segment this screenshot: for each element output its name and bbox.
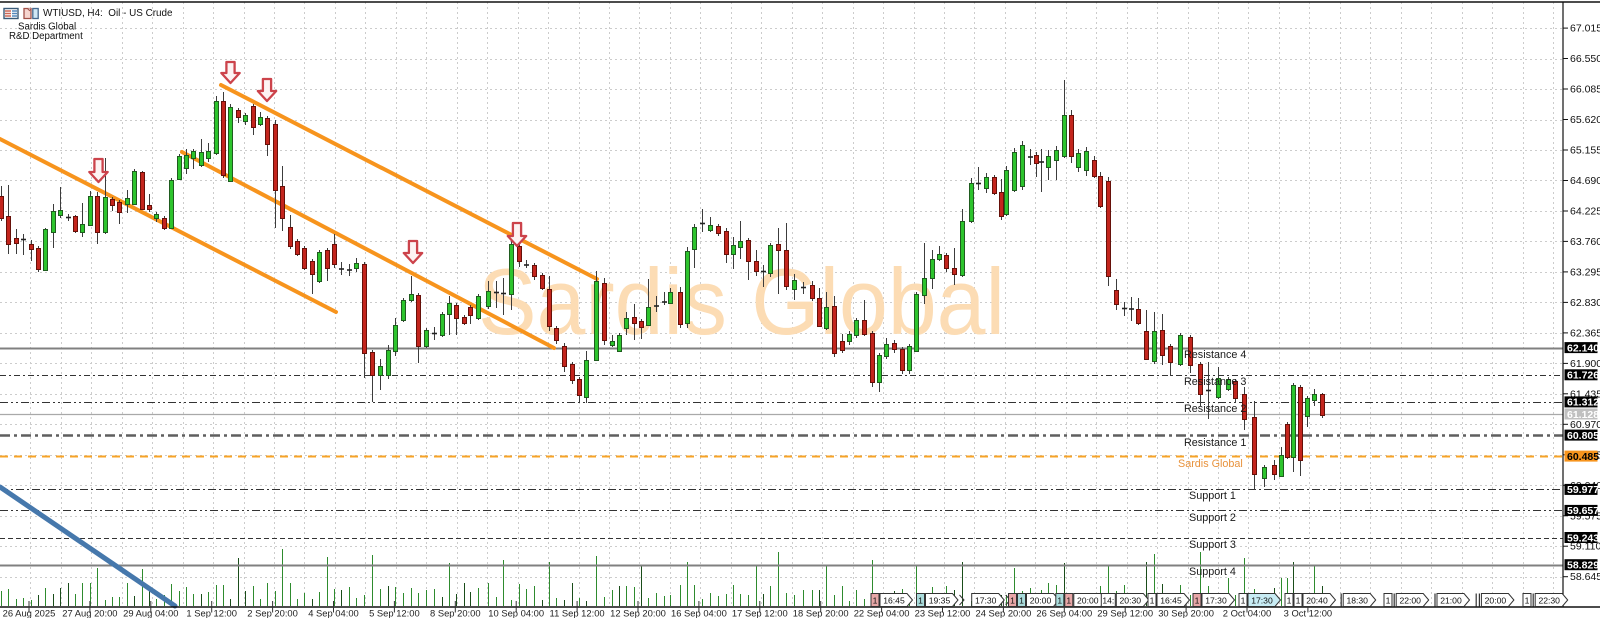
svg-text:12 Sep 20:00: 12 Sep 20:00 [610, 608, 666, 619]
svg-text:29 Sep 12:00: 29 Sep 12:00 [1097, 608, 1153, 619]
svg-text:58.645: 58.645 [1570, 571, 1600, 583]
svg-text:2 Sep 20:00: 2 Sep 20:00 [247, 608, 298, 619]
svg-text:65.155: 65.155 [1570, 145, 1600, 157]
svg-text:62.140: 62.140 [1567, 342, 1599, 354]
svg-text:26 Sep 04:00: 26 Sep 04:00 [1036, 608, 1092, 619]
svg-text:20:00: 20:00 [1485, 595, 1507, 605]
svg-text:59.977: 59.977 [1567, 484, 1599, 496]
svg-text:16:45: 16:45 [883, 595, 905, 605]
svg-text:14:: 14: [1102, 595, 1114, 605]
svg-text:WTIUSD, H4: Oil - US Crude: WTIUSD, H4: Oil - US Crude [43, 8, 173, 19]
svg-text:60.970: 60.970 [1570, 419, 1600, 431]
svg-text:23 Sep 12:00: 23 Sep 12:00 [915, 608, 971, 619]
svg-text:17 Sep 12:00: 17 Sep 12:00 [732, 608, 788, 619]
svg-text:18 Sep 20:00: 18 Sep 20:00 [793, 608, 849, 619]
svg-text:17:30: 17:30 [975, 595, 997, 605]
svg-text:Resistance 2: Resistance 2 [1184, 403, 1246, 415]
svg-text:19:35: 19:35 [929, 595, 951, 605]
svg-text:Support 2: Support 2 [1189, 512, 1236, 524]
svg-text:61.726: 61.726 [1567, 370, 1599, 382]
svg-text:26 Aug 2025: 26 Aug 2025 [3, 608, 56, 619]
svg-text:63.295: 63.295 [1570, 266, 1600, 278]
svg-text:64.690: 64.690 [1570, 175, 1600, 187]
svg-text:1: 1 [1066, 595, 1071, 605]
svg-text:58.829: 58.829 [1567, 560, 1599, 572]
svg-text:17:30: 17:30 [1205, 595, 1227, 605]
svg-text:61.128: 61.128 [1567, 409, 1599, 421]
svg-text:16:45: 16:45 [1160, 595, 1182, 605]
svg-text:1: 1 [1525, 595, 1530, 605]
svg-text:30 Sep 20:00: 30 Sep 20:00 [1158, 608, 1214, 619]
svg-text:20:00: 20:00 [1077, 595, 1099, 605]
svg-text:1: 1 [1019, 595, 1024, 605]
svg-text:17:30: 17:30 [1251, 595, 1273, 605]
svg-text:20:30: 20:30 [1120, 595, 1142, 605]
svg-text:21:00: 21:00 [1440, 595, 1462, 605]
svg-text:Sardis Global: Sardis Global [18, 22, 76, 33]
svg-text:61.900: 61.900 [1570, 358, 1600, 370]
svg-text:1: 1 [1241, 595, 1246, 605]
svg-text:11 Sep 12:00: 11 Sep 12:00 [550, 608, 605, 619]
svg-text:1: 1 [1195, 595, 1200, 605]
svg-text:67.015: 67.015 [1570, 23, 1600, 35]
svg-text:10 Sep 04:00: 10 Sep 04:00 [488, 608, 544, 619]
svg-text:Resistance 4: Resistance 4 [1184, 349, 1246, 361]
svg-text:62.830: 62.830 [1570, 297, 1600, 309]
svg-text:22 Sep 04:00: 22 Sep 04:00 [854, 608, 910, 619]
svg-text:4 Sep 04:00: 4 Sep 04:00 [308, 608, 359, 619]
svg-text:Resistance 3: Resistance 3 [1184, 376, 1246, 388]
svg-text:1: 1 [1386, 595, 1391, 605]
svg-text:R&D Department: R&D Department [9, 31, 83, 42]
svg-text:60.485: 60.485 [1567, 451, 1599, 463]
svg-text:Support 1: Support 1 [1189, 490, 1236, 502]
svg-text:66.550: 66.550 [1570, 53, 1600, 65]
svg-text:20:40: 20:40 [1306, 595, 1328, 605]
svg-text:1: 1 [1057, 595, 1062, 605]
svg-text:59.110: 59.110 [1570, 541, 1600, 553]
svg-text:8 Sep 20:00: 8 Sep 20:00 [430, 608, 481, 619]
svg-text:63.760: 63.760 [1570, 236, 1600, 248]
svg-text:29 Aug 04:00: 29 Aug 04:00 [123, 608, 178, 619]
svg-text:3 Oct 12:00: 3 Oct 12:00 [1284, 608, 1332, 619]
svg-text:22:30: 22:30 [1538, 595, 1560, 605]
svg-text:Support 3: Support 3 [1189, 539, 1236, 551]
svg-text:1: 1 [918, 595, 923, 605]
svg-text:1 Sep 12:00: 1 Sep 12:00 [186, 608, 237, 619]
svg-text:1: 1 [1287, 595, 1292, 605]
svg-text:1: 1 [1010, 595, 1015, 605]
svg-text:2 Oct 04:00: 2 Oct 04:00 [1223, 608, 1271, 619]
svg-text:Support 4: Support 4 [1189, 566, 1236, 578]
svg-text:62.365: 62.365 [1570, 327, 1600, 339]
svg-text:59.243: 59.243 [1567, 532, 1599, 544]
svg-text:59.657: 59.657 [1567, 505, 1599, 517]
svg-text:65.620: 65.620 [1570, 114, 1600, 126]
svg-text:1: 1 [1296, 595, 1301, 605]
svg-text:24 Sep 20:00: 24 Sep 20:00 [976, 608, 1032, 619]
svg-text:20:00: 20:00 [1030, 595, 1052, 605]
svg-text:16 Sep 04:00: 16 Sep 04:00 [671, 608, 727, 619]
svg-text:1: 1 [1150, 595, 1155, 605]
svg-text:60.805: 60.805 [1567, 430, 1599, 442]
svg-text:66.085: 66.085 [1570, 84, 1600, 96]
svg-text:22:00: 22:00 [1399, 595, 1421, 605]
svg-text:27 Aug 20:00: 27 Aug 20:00 [62, 608, 117, 619]
svg-text:18:30: 18:30 [1346, 595, 1368, 605]
svg-text:1: 1 [873, 595, 878, 605]
svg-text:64.225: 64.225 [1570, 206, 1600, 218]
svg-text:61.312: 61.312 [1567, 397, 1599, 409]
svg-text:5 Sep 12:00: 5 Sep 12:00 [369, 608, 420, 619]
svg-text:Resistance 1: Resistance 1 [1184, 437, 1246, 449]
svg-text:Sardis Global: Sardis Global [1178, 458, 1243, 470]
